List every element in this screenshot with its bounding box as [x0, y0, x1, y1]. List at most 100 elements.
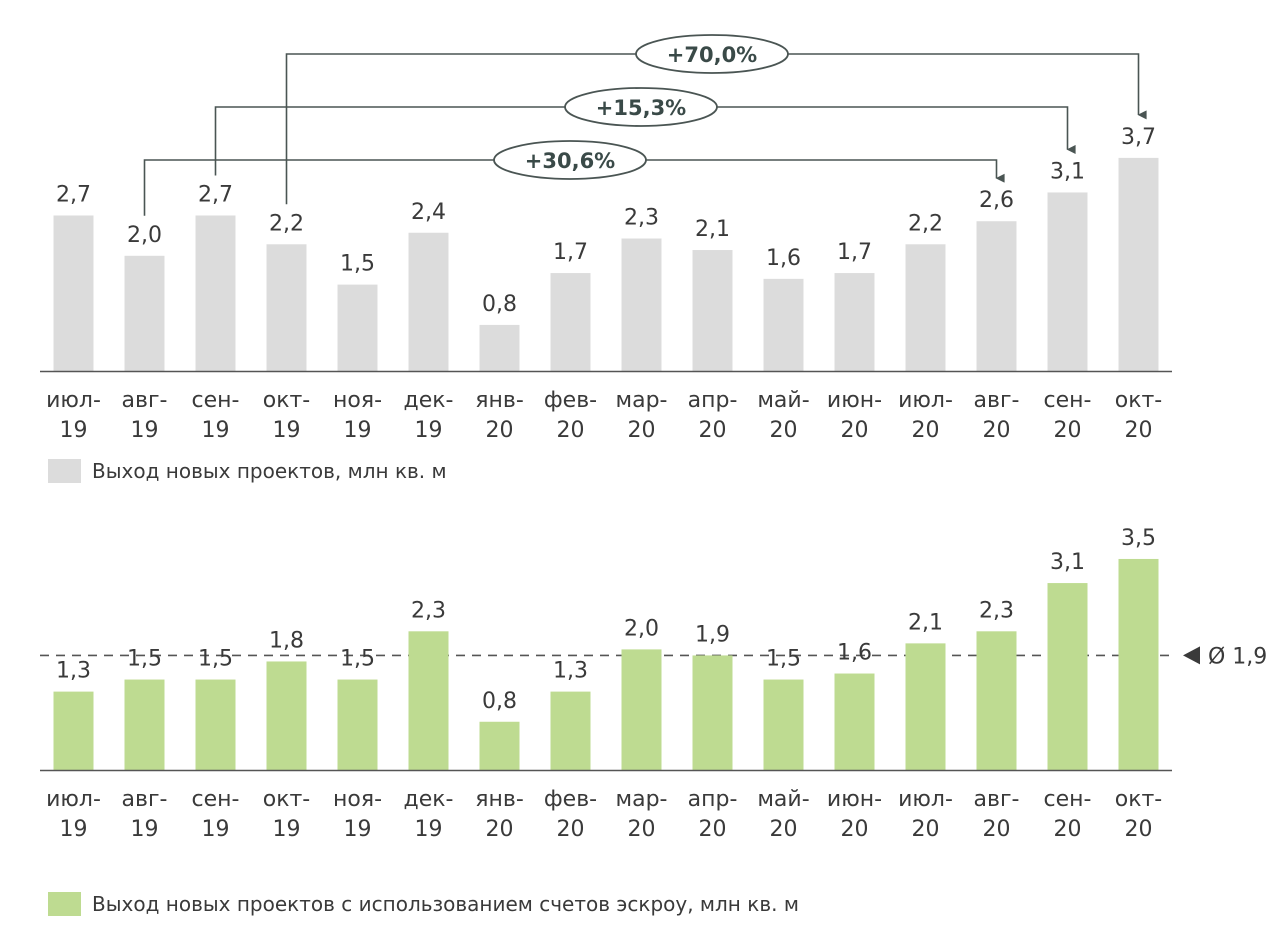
bar [1047, 192, 1088, 371]
bar-value-label: 3,5 [1121, 526, 1156, 551]
x-tick-label: май- [757, 388, 809, 413]
x-tick-label: 20 [1125, 817, 1153, 842]
bar-value-label: 2,1 [695, 217, 730, 242]
chart-escrow-projects: Ø 1,9 1,3 1,5 1,5 1,8 1,5 2,3 0,8 1,3 2,0 1,9 1,5 1,… [40, 526, 1267, 916]
bar-value-label: 1,3 [56, 659, 91, 684]
bar-value-label: 0,8 [482, 292, 517, 317]
x-tick-label: сен- [192, 388, 240, 413]
x-tick-label: 20 [628, 418, 656, 443]
bar [550, 273, 591, 371]
x-tick-label: 20 [912, 817, 940, 842]
bar [763, 278, 804, 371]
bar-value-label: 1,5 [127, 647, 162, 672]
growth-badge [635, 34, 789, 74]
bar-value-label: 1,5 [766, 647, 801, 672]
x-tick-label: 19 [60, 418, 88, 443]
x-tick-label: 20 [983, 817, 1011, 842]
x-tick-label: 20 [486, 817, 514, 842]
x-tick-label: 19 [60, 817, 88, 842]
x-tick-label: 20 [699, 817, 727, 842]
bar [834, 673, 875, 770]
x-tick-label: 20 [1054, 418, 1082, 443]
bar [266, 244, 307, 371]
x-tick-label: июн- [827, 388, 882, 413]
bar [976, 221, 1017, 371]
bar [124, 255, 165, 371]
x-tick-label: мар- [616, 388, 668, 413]
bar [1118, 558, 1159, 770]
bar [976, 631, 1017, 770]
x-tick-label: ноя- [333, 388, 382, 413]
growth-badge-label: +70,0% [667, 43, 757, 67]
bar-value-label: 2,3 [624, 206, 659, 231]
legend-label: Выход новых проектов с использованием сч… [92, 892, 799, 916]
legend-swatch [48, 459, 81, 483]
x-tick-label: янв- [475, 388, 524, 413]
bar-value-label: 1,9 [695, 622, 730, 647]
bar [1118, 157, 1159, 371]
legend-swatch [48, 892, 81, 916]
x-tick-label: апр- [688, 388, 738, 413]
bar [337, 284, 378, 371]
bar [479, 721, 520, 770]
average-marker-icon [1183, 646, 1200, 665]
x-tick-label: 19 [273, 418, 301, 443]
bar [692, 250, 733, 371]
bar-value-label: 2,1 [908, 610, 943, 635]
bar [905, 244, 946, 371]
x-tick-label: 20 [770, 418, 798, 443]
x-tick-label: июл- [46, 787, 101, 812]
bar [905, 643, 946, 770]
x-tick-label: 19 [131, 418, 159, 443]
x-tick-label: июл- [46, 388, 101, 413]
bar-value-label: 1,6 [837, 641, 872, 666]
x-tick-label: 20 [983, 418, 1011, 443]
x-tick-label: 19 [344, 418, 372, 443]
x-tick-label: дек- [404, 787, 454, 812]
x-tick-label: 20 [912, 418, 940, 443]
bar [621, 649, 662, 770]
bar-value-label: 2,0 [624, 616, 659, 641]
bar [621, 238, 662, 371]
bar [408, 232, 449, 371]
x-tick-label: авг- [122, 787, 168, 812]
bar [195, 215, 236, 371]
bar-value-label: 1,3 [553, 659, 588, 684]
growth-badge [564, 87, 718, 127]
x-tick-label: фев- [544, 787, 597, 812]
bar-value-label: 3,1 [1050, 550, 1085, 575]
x-tick-label: апр- [688, 787, 738, 812]
bar-value-label: 1,7 [553, 240, 588, 265]
x-tick-label: окт- [1115, 388, 1163, 413]
x-tick-label: 20 [628, 817, 656, 842]
x-tick-label: июн- [827, 787, 882, 812]
bar-value-label: 1,5 [340, 647, 375, 672]
x-tick-label: окт- [1115, 787, 1163, 812]
x-tick-label: фев- [544, 388, 597, 413]
x-tick-label: мар- [616, 787, 668, 812]
bar-value-label: 0,8 [482, 689, 517, 714]
bar [1047, 583, 1088, 770]
x-tick-label: 19 [131, 817, 159, 842]
x-tick-label: авг- [974, 787, 1020, 812]
bar [53, 215, 94, 371]
bar [53, 691, 94, 770]
bar-value-label: 3,1 [1050, 159, 1085, 184]
bar [124, 679, 165, 770]
bar [479, 324, 520, 371]
bar-value-label: 2,2 [269, 211, 304, 236]
x-tick-label: 20 [1054, 817, 1082, 842]
bar [408, 631, 449, 770]
average-label: Ø 1,9 [1208, 644, 1267, 669]
bar [337, 679, 378, 770]
bar [550, 691, 591, 770]
x-tick-label: май- [757, 787, 809, 812]
bar-value-label: 2,3 [979, 598, 1014, 623]
bar-value-label: 1,7 [837, 240, 872, 265]
x-tick-label: 19 [202, 817, 230, 842]
bar-value-label: 3,7 [1121, 125, 1156, 150]
x-tick-label: авг- [974, 388, 1020, 413]
bar-value-label: 1,5 [340, 252, 375, 277]
